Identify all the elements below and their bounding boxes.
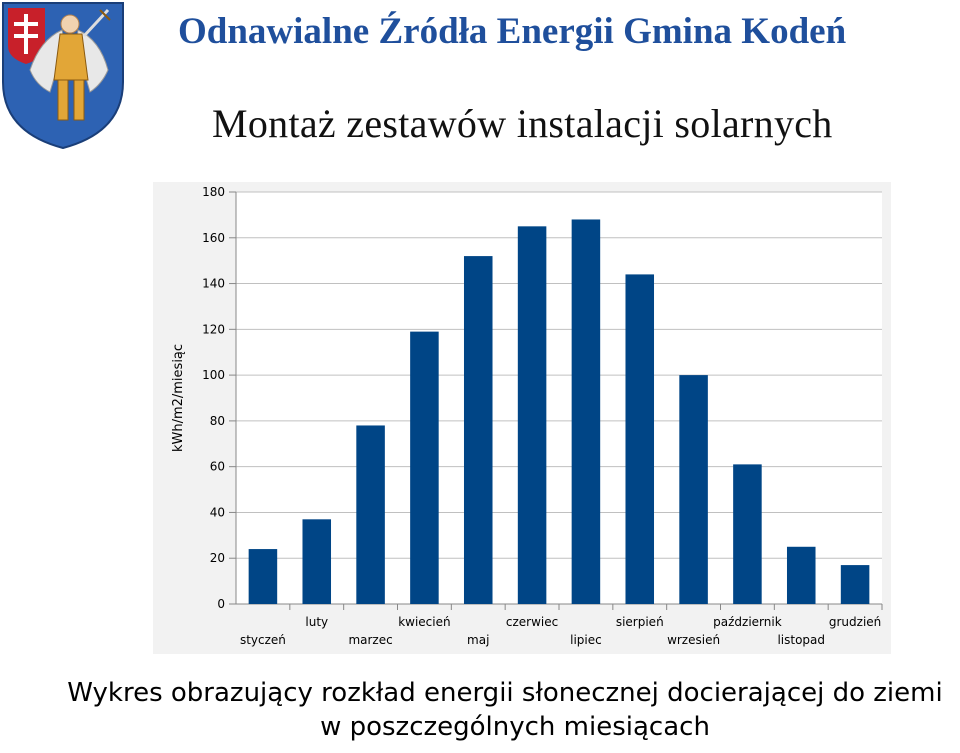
caption-line-1: Wykres obrazujący rozkład energii słonec… <box>67 678 943 708</box>
bar <box>571 219 601 604</box>
y-tick-label: 100 <box>202 368 225 382</box>
x-tick-label: czerwiec <box>506 615 558 629</box>
bar <box>733 464 762 604</box>
x-tick-label: październik <box>713 615 782 629</box>
y-tick-label: 0 <box>217 597 225 611</box>
y-tick-label: 180 <box>202 185 225 199</box>
bar <box>679 375 708 604</box>
caption-line-2: w poszczególnych miesiącach <box>320 712 710 742</box>
y-tick-label: 40 <box>210 505 225 519</box>
x-tick-label: kwiecień <box>398 615 450 629</box>
x-tick-label: wrzesień <box>667 633 720 647</box>
coat-of-arms-icon <box>0 0 126 150</box>
x-tick-label: marzec <box>348 633 392 647</box>
x-tick-label: styczeń <box>240 633 286 647</box>
y-tick-label: 60 <box>210 460 225 474</box>
bar <box>517 226 547 605</box>
plot-area <box>236 192 882 604</box>
y-tick-label: 140 <box>202 277 225 291</box>
x-tick-label: lipiec <box>570 633 602 647</box>
slide-title: Montaż zestawów instalacji solarnych <box>212 101 833 146</box>
x-tick-label: maj <box>467 633 489 647</box>
x-tick-label: grudzień <box>829 615 881 629</box>
solar-energy-bar-chart: 0 20 40 60 80 100 120 140 160 180 styczeń luty marze… <box>153 182 891 654</box>
chart-caption: Wykres obrazujący rozkład energii słonec… <box>0 676 960 744</box>
chart-canvas: 0 20 40 60 80 100 120 140 160 180 styczeń luty marze… <box>171 185 883 647</box>
x-tick-label: listopad <box>777 633 825 647</box>
bar <box>248 549 278 604</box>
y-axis-label: kWh/m2/miesiąc <box>171 344 186 452</box>
header-title: Odnawialne Źródła Energii Gmina Kodeń <box>178 11 847 52</box>
x-tick-label: sierpień <box>616 615 664 629</box>
bar <box>840 565 870 604</box>
y-tick-label: 80 <box>210 414 225 428</box>
x-tick-label: luty <box>305 615 328 629</box>
bar <box>625 274 655 604</box>
bar <box>786 546 816 604</box>
y-tick-label: 160 <box>202 231 225 245</box>
y-tick-label: 20 <box>210 551 225 565</box>
bar <box>410 331 439 604</box>
bar <box>302 519 332 604</box>
bar <box>356 425 385 604</box>
bar <box>463 256 493 604</box>
y-tick-label: 120 <box>202 322 225 336</box>
